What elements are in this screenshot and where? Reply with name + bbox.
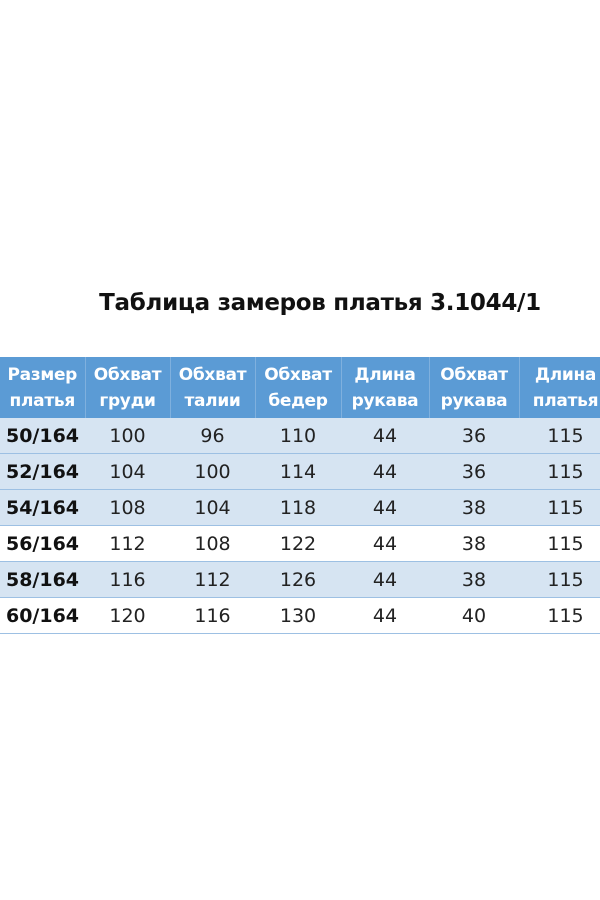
measurement-cell: 108 bbox=[85, 489, 170, 526]
column-header: Длина рукава bbox=[341, 357, 430, 418]
measurement-cell: 100 bbox=[85, 418, 170, 454]
measurement-cell: 40 bbox=[429, 597, 519, 634]
measurement-cell: 130 bbox=[255, 597, 341, 634]
table-row: 56/164 112 108 122 44 38 115 bbox=[0, 525, 600, 562]
measurement-cell: 44 bbox=[341, 525, 429, 562]
measurement-cell: 100 bbox=[170, 453, 255, 490]
measurement-cell: 122 bbox=[255, 525, 341, 562]
measurement-cell: 44 bbox=[341, 489, 429, 526]
column-header: Обхват груди bbox=[85, 357, 171, 418]
column-header-line: Размер bbox=[7, 364, 78, 385]
measurement-cell: 118 bbox=[255, 489, 341, 526]
measurement-cell: 38 bbox=[429, 489, 519, 526]
table-row: 54/164 108 104 118 44 38 115 bbox=[0, 489, 600, 526]
table-row: 58/164 116 112 126 44 38 115 bbox=[0, 561, 600, 598]
measurement-cell: 36 bbox=[429, 453, 519, 490]
column-header-line: платья bbox=[532, 390, 599, 411]
column-header-line: рукава bbox=[351, 390, 419, 411]
measurement-cell: 115 bbox=[519, 418, 600, 454]
column-header-line: рукава bbox=[440, 390, 508, 411]
size-cell: 60/164 bbox=[0, 597, 85, 634]
measurement-cell: 116 bbox=[170, 597, 255, 634]
table-header-row: Размер платья Обхват груди Обхват талии Обхват… bbox=[0, 357, 600, 418]
measurement-cell: 115 bbox=[519, 597, 600, 634]
measurement-cell: 104 bbox=[85, 453, 170, 490]
measurement-cell: 115 bbox=[519, 453, 600, 490]
table-row: 50/164 100 96 110 44 36 115 bbox=[0, 418, 600, 454]
measurement-cell: 115 bbox=[519, 525, 600, 562]
table-row: 60/164 120 116 130 44 40 115 bbox=[0, 597, 600, 634]
column-header-line: Обхват bbox=[93, 364, 162, 385]
table-row: 52/164 104 100 114 44 36 115 bbox=[0, 453, 600, 490]
column-header: Длина платья bbox=[519, 357, 600, 418]
measurement-cell: 36 bbox=[429, 418, 519, 454]
measurement-cell: 114 bbox=[255, 453, 341, 490]
size-cell: 56/164 bbox=[0, 525, 85, 562]
column-header-line: платья bbox=[9, 390, 76, 411]
measurement-cell: 120 bbox=[85, 597, 170, 634]
measurement-cell: 116 bbox=[85, 561, 170, 598]
measurement-cell: 44 bbox=[341, 418, 429, 454]
measurement-cell: 112 bbox=[170, 561, 255, 598]
column-header-line: Обхват bbox=[178, 364, 247, 385]
measurement-cell: 44 bbox=[341, 453, 429, 490]
column-header-line: талии bbox=[184, 390, 241, 411]
measurement-cell: 112 bbox=[85, 525, 170, 562]
column-header: Обхват рукава bbox=[429, 357, 520, 418]
column-header: Размер платья bbox=[0, 357, 86, 418]
measurement-cell: 108 bbox=[170, 525, 255, 562]
column-header-line: груди bbox=[99, 390, 156, 411]
size-cell: 50/164 bbox=[0, 418, 85, 454]
measurement-cell: 38 bbox=[429, 525, 519, 562]
measurement-cell: 44 bbox=[341, 597, 429, 634]
size-cell: 54/164 bbox=[0, 489, 85, 526]
column-header-line: Обхват bbox=[264, 364, 332, 385]
size-cell: 58/164 bbox=[0, 561, 85, 598]
column-header-line: Длина bbox=[354, 364, 416, 385]
page-title: Таблица замеров платья 3.1044/1 bbox=[99, 290, 541, 316]
column-header-line: бедер bbox=[268, 390, 328, 411]
size-table: Размер платья Обхват груди Обхват талии Обхват… bbox=[0, 357, 600, 634]
column-header: Обхват талии bbox=[170, 357, 256, 418]
column-header-line: Обхват bbox=[440, 364, 508, 385]
column-header: Обхват бедер bbox=[255, 357, 342, 418]
measurement-cell: 104 bbox=[170, 489, 255, 526]
measurement-cell: 115 bbox=[519, 561, 600, 598]
measurement-cell: 44 bbox=[341, 561, 429, 598]
measurement-cell: 96 bbox=[170, 418, 255, 454]
size-cell: 52/164 bbox=[0, 453, 85, 490]
measurement-cell: 126 bbox=[255, 561, 341, 598]
column-header-line: Длина bbox=[534, 364, 597, 385]
measurement-cell: 115 bbox=[519, 489, 600, 526]
measurement-cell: 38 bbox=[429, 561, 519, 598]
measurement-cell: 110 bbox=[255, 418, 341, 454]
